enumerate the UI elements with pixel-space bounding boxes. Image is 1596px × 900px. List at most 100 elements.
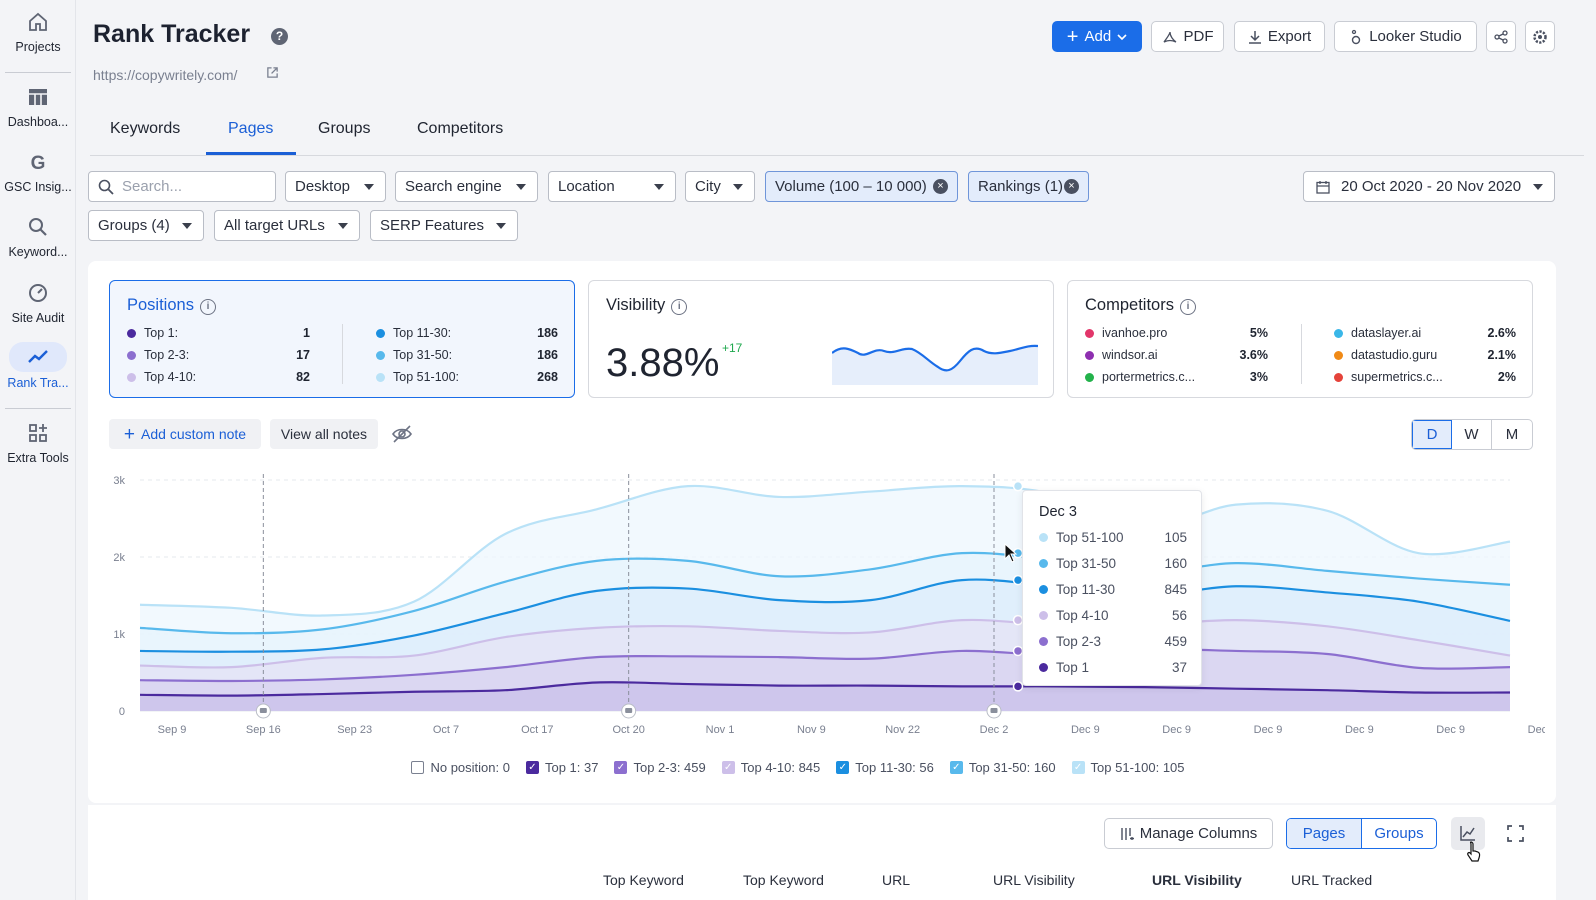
plus-icon: +	[1066, 25, 1079, 48]
competitor-value: 2.1%	[1487, 348, 1517, 362]
search-input[interactable]: Search...	[88, 171, 276, 202]
search-engine-select[interactable]: Search engine	[395, 171, 538, 202]
view-all-notes-button[interactable]: View all notes	[270, 419, 378, 449]
legend-item-no-position[interactable]: No position: 0	[411, 760, 510, 775]
add-button[interactable]: + Add	[1052, 21, 1142, 52]
competitor-name: dataslayer.ai	[1351, 326, 1422, 340]
period-week-button[interactable]: W	[1452, 420, 1492, 449]
caret-down-icon	[496, 223, 506, 229]
search-engine-value: Search engine	[405, 178, 502, 195]
serp-features-value: SERP Features	[380, 217, 484, 234]
fullscreen-icon[interactable]	[1507, 825, 1524, 842]
tab-pages[interactable]: Pages	[228, 120, 274, 137]
column-header[interactable]: Top Keyword	[743, 872, 824, 888]
checkbox[interactable]: ✓	[721, 761, 735, 774]
tooltip-value: 845	[1164, 582, 1187, 597]
checkbox[interactable]: ✓	[949, 761, 963, 774]
caret-down-icon	[733, 184, 743, 190]
looker-button-label: Looker Studio	[1369, 28, 1462, 45]
positions-label: Top 2-3:	[144, 348, 190, 362]
legend-item-top-2-3[interactable]: ✓ Top 2-3: 459	[614, 760, 706, 775]
legend-item-top-51-100[interactable]: ✓ Top 51-100: 105	[1071, 760, 1185, 775]
legend-item-top-11-30[interactable]: ✓ Top 11-30: 56	[836, 760, 934, 775]
info-icon[interactable]: i	[1179, 299, 1196, 315]
tab-competitors[interactable]: Competitors	[417, 120, 504, 137]
manage-columns-button[interactable]: Manage Columns	[1104, 818, 1273, 849]
eye-off-icon[interactable]	[391, 424, 413, 444]
checkbox[interactable]: ✓	[614, 761, 628, 774]
competitors-card[interactable]: Competitors i ivanhoe.pro 5% windsor.ai 3…	[1067, 280, 1533, 398]
sidebar-item-dashboard[interactable]: Dashboa...	[0, 85, 76, 129]
column-header[interactable]: URL Visibility	[1152, 872, 1242, 888]
device-select[interactable]: Desktop	[285, 171, 386, 202]
view-groups-button[interactable]: Groups	[1374, 825, 1424, 842]
rankings-filter-tag[interactable]: Rankings (1) ×	[968, 171, 1089, 202]
competitor-value: 3%	[1249, 370, 1268, 384]
period-day-button[interactable]: D	[1412, 420, 1452, 449]
location-select[interactable]: Location	[548, 171, 676, 202]
checkbox[interactable]: ✓	[836, 761, 850, 774]
tab-groups[interactable]: Groups	[318, 120, 371, 137]
x-tick-label: Sep 23	[337, 724, 372, 736]
serp-features-select[interactable]: SERP Features	[370, 210, 518, 241]
legend-item-top-4-10[interactable]: ✓ Top 4-10: 845	[721, 760, 820, 775]
visibility-card[interactable]: Visibility i 3.88% +17	[588, 280, 1054, 398]
device-value: Desktop	[295, 178, 351, 195]
export-button[interactable]: Export	[1234, 21, 1325, 52]
info-icon[interactable]: i	[671, 299, 688, 315]
x-tick-label: Oct 20	[612, 724, 644, 736]
legend-label: Top 31-50: 160	[968, 760, 1056, 775]
column-header[interactable]: Top Keyword	[603, 872, 684, 888]
external-link-icon[interactable]	[266, 66, 279, 79]
view-pages-button[interactable]: Pages	[1287, 819, 1362, 848]
legend-dot	[1334, 350, 1343, 360]
settings-button[interactable]	[1525, 21, 1555, 52]
looker-studio-button[interactable]: Looker Studio	[1334, 21, 1477, 52]
legend-dot	[376, 372, 385, 382]
legend-item-top-1[interactable]: ✓ Top 1: 37	[525, 760, 598, 775]
sidebar-item-rank-tracker[interactable]: Rank Tra...	[0, 342, 76, 390]
competitor-row: windsor.ai	[1085, 348, 1158, 362]
checkbox[interactable]	[411, 761, 425, 774]
checkbox[interactable]: ✓	[1071, 761, 1085, 774]
close-icon[interactable]: ×	[933, 179, 948, 194]
legend-dot	[1085, 350, 1094, 360]
positions-card[interactable]: Positions i Top 1: 1 Top 2-3: 17 Top 4-10…	[109, 280, 575, 398]
date-range-picker[interactable]: 20 Oct 2020 - 20 Nov 2020	[1303, 171, 1555, 202]
add-note-label: Add custom note	[141, 426, 247, 442]
competitor-name: datastudio.guru	[1351, 348, 1438, 362]
positions-value: 186	[537, 348, 558, 362]
help-icon[interactable]: ?	[271, 28, 288, 45]
city-select[interactable]: City	[685, 171, 755, 202]
sidebar-item-extra-tools[interactable]: Extra Tools	[0, 421, 76, 465]
chart-tooltip: Dec 3 Top 51-100 105 Top 31-50 160 Top 11-…	[1022, 490, 1202, 686]
x-tick-label: Dec 2	[980, 724, 1009, 736]
checkbox[interactable]: ✓	[525, 761, 539, 774]
sidebar-item-projects[interactable]: Projects	[0, 10, 76, 54]
sidebar-item-site-audit[interactable]: Site Audit	[0, 281, 76, 325]
share-button[interactable]	[1486, 21, 1516, 52]
column-header[interactable]: URL Visibility	[993, 872, 1075, 888]
competitors-title-text: Competitors	[1085, 296, 1174, 314]
positions-value: 1	[303, 326, 310, 340]
close-icon[interactable]: ×	[1064, 179, 1079, 194]
column-header[interactable]: URL Tracked	[1291, 872, 1373, 888]
target-urls-select[interactable]: All target URLs	[214, 210, 360, 241]
info-icon[interactable]: i	[199, 299, 216, 315]
groups-select[interactable]: Groups (4)	[88, 210, 204, 241]
column-header[interactable]: URL	[882, 872, 911, 888]
volume-filter-tag[interactable]: Volume (100 – 10 000) ×	[765, 171, 958, 202]
add-custom-note-button[interactable]: + Add custom note	[109, 419, 261, 449]
tooltip-row: Top 11-30 845	[1039, 582, 1187, 597]
legend-item-top-31-50[interactable]: ✓ Top 31-50: 160	[949, 760, 1056, 775]
tab-keywords[interactable]: Keywords	[110, 120, 181, 137]
legend-dot	[127, 350, 136, 360]
sidebar-item-keywords[interactable]: Keyword...	[0, 215, 76, 259]
positions-chart[interactable]: 0 1k 2k 3k Sep 9 Sep 16 Sep 23 Oct 7 Oct 17 Oct 2…	[95, 466, 1545, 746]
period-month-button[interactable]: M	[1505, 426, 1519, 443]
chart-toggle-button[interactable]	[1451, 817, 1485, 850]
sidebar-item-gsc[interactable]: G GSC Insig...	[0, 150, 76, 194]
legend-label: Top 2-3: 459	[633, 760, 706, 775]
project-url[interactable]: https://copywritely.com/	[93, 67, 238, 83]
pdf-button[interactable]: PDF	[1151, 21, 1224, 52]
